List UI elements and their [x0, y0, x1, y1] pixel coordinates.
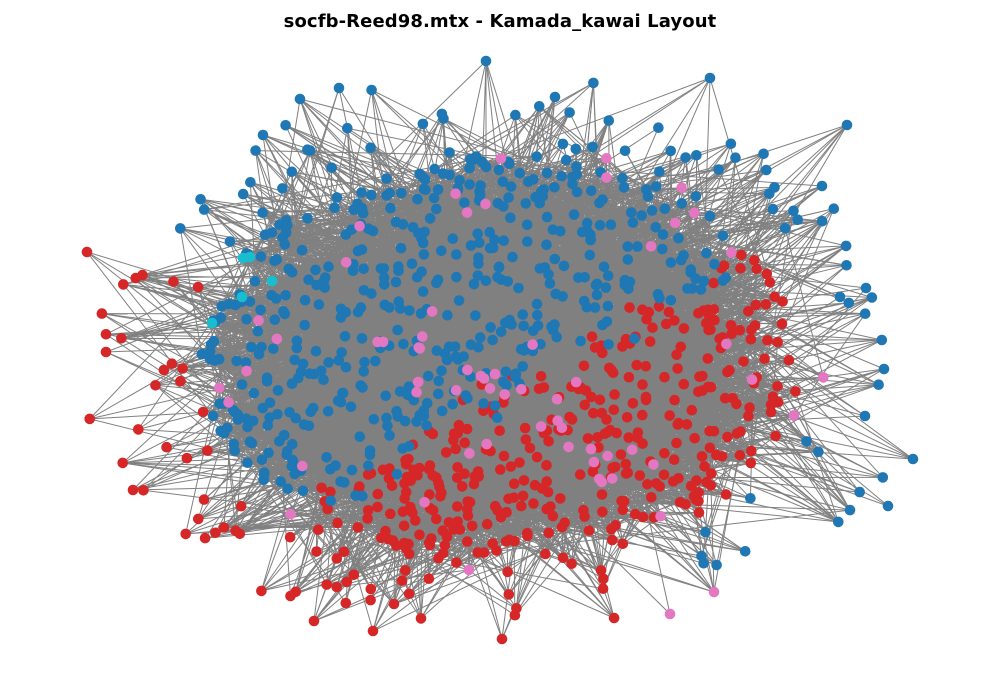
graph-edge: [221, 257, 244, 307]
graph-edge: [214, 360, 225, 434]
graph-edge: [299, 98, 647, 190]
graph-edge: [709, 77, 776, 297]
graph-edge: [204, 159, 475, 211]
graph-edge: [122, 462, 288, 490]
graph-edge: [434, 114, 516, 170]
graph-edge: [86, 251, 225, 432]
graph-edge: [347, 127, 509, 163]
graph-title: socfb-Reed98.mtx - Kamada_kawai Layout: [283, 11, 717, 32]
graph-edge: [735, 220, 823, 405]
graph-edge: [313, 550, 497, 622]
